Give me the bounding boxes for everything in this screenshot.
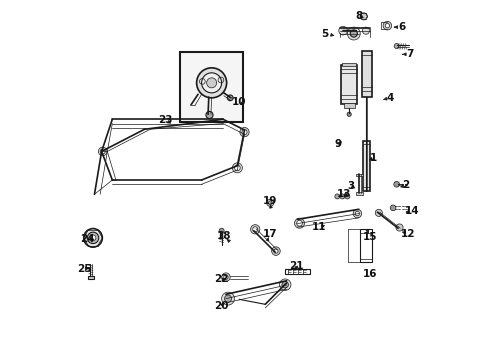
Circle shape (87, 232, 99, 244)
Circle shape (221, 273, 230, 282)
Text: 21: 21 (288, 261, 303, 271)
Circle shape (224, 295, 231, 302)
Text: 4: 4 (386, 93, 393, 103)
Circle shape (334, 194, 339, 199)
Text: 18: 18 (216, 231, 230, 242)
Circle shape (382, 21, 391, 30)
Circle shape (374, 209, 382, 216)
Text: 6: 6 (397, 22, 405, 32)
Text: 24: 24 (80, 234, 95, 244)
Circle shape (90, 235, 96, 241)
Text: 22: 22 (214, 274, 228, 284)
Circle shape (296, 220, 302, 226)
Bar (340, 65, 357, 104)
Circle shape (227, 95, 233, 101)
Circle shape (395, 224, 402, 231)
Circle shape (232, 163, 242, 173)
Circle shape (221, 292, 234, 305)
Circle shape (100, 149, 105, 154)
Circle shape (362, 27, 369, 34)
Circle shape (349, 30, 357, 37)
Circle shape (98, 147, 107, 156)
Text: 17: 17 (263, 229, 277, 239)
Circle shape (206, 78, 216, 88)
Circle shape (389, 205, 395, 211)
Text: 14: 14 (404, 206, 418, 216)
Bar (355, 174, 363, 176)
Circle shape (240, 127, 248, 137)
Bar (363, 141, 369, 191)
Bar (285, 269, 309, 274)
Bar (343, 103, 354, 108)
Text: 5: 5 (321, 28, 328, 39)
Circle shape (271, 247, 280, 255)
Circle shape (266, 199, 273, 206)
Bar (180, 52, 242, 122)
Circle shape (282, 282, 288, 288)
Circle shape (242, 130, 246, 135)
Circle shape (352, 209, 361, 218)
Text: 9: 9 (334, 139, 341, 149)
Bar (355, 192, 363, 195)
Bar (341, 63, 356, 66)
Circle shape (354, 211, 359, 216)
Text: 13: 13 (336, 189, 350, 199)
Text: 12: 12 (400, 229, 414, 239)
Circle shape (338, 26, 346, 35)
Circle shape (201, 73, 221, 93)
Text: 23: 23 (158, 115, 172, 125)
Circle shape (219, 228, 224, 233)
Circle shape (273, 249, 278, 253)
Bar (359, 229, 372, 262)
Text: 20: 20 (213, 301, 228, 311)
Circle shape (234, 165, 240, 171)
Circle shape (83, 229, 102, 247)
Circle shape (344, 194, 349, 199)
Circle shape (250, 225, 259, 234)
Bar (88, 276, 94, 279)
Circle shape (339, 194, 344, 199)
Text: 8: 8 (354, 11, 362, 21)
Circle shape (360, 13, 366, 20)
Circle shape (268, 201, 271, 204)
Circle shape (346, 112, 350, 116)
Circle shape (294, 218, 304, 228)
Circle shape (279, 279, 290, 291)
Text: 2: 2 (402, 180, 409, 190)
Circle shape (346, 27, 360, 40)
Circle shape (252, 227, 257, 232)
Text: 7: 7 (405, 49, 412, 59)
Text: 3: 3 (346, 181, 354, 192)
Text: 1: 1 (369, 153, 377, 163)
Circle shape (385, 23, 389, 28)
Text: 25: 25 (77, 264, 92, 274)
Text: 11: 11 (312, 222, 326, 232)
Bar (362, 51, 371, 97)
Circle shape (224, 275, 227, 279)
Text: 15: 15 (362, 232, 377, 242)
Circle shape (205, 111, 213, 118)
Text: 16: 16 (362, 269, 377, 279)
Circle shape (196, 68, 226, 98)
Text: 19: 19 (262, 196, 276, 206)
Text: 10: 10 (231, 97, 245, 107)
Circle shape (393, 181, 399, 187)
Circle shape (393, 44, 398, 49)
